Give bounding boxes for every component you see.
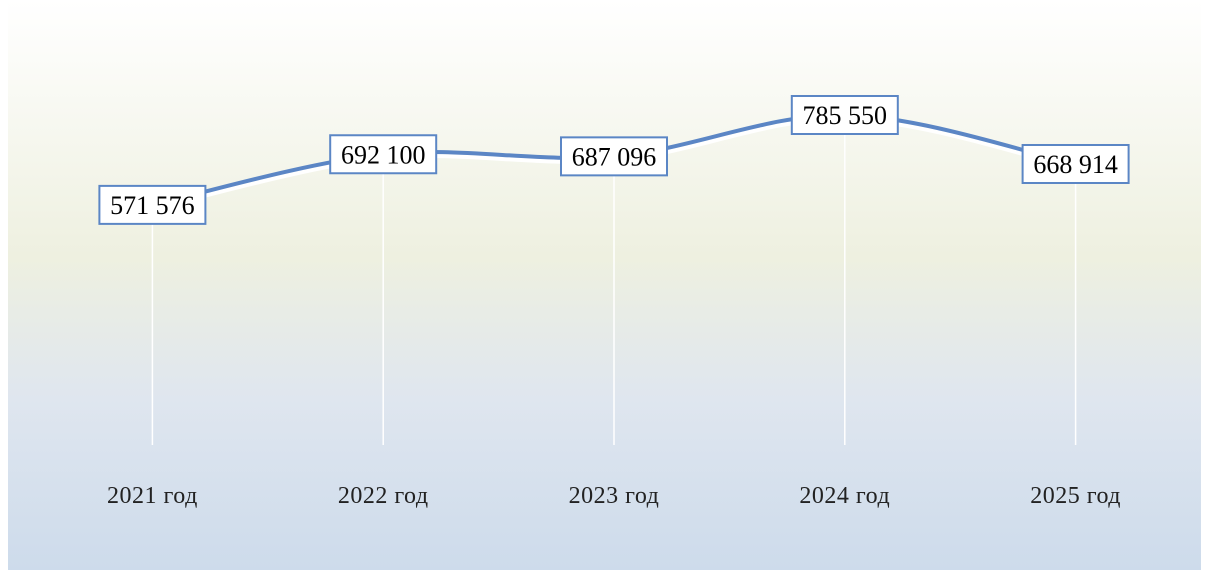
data-label-box (790, 95, 899, 135)
data-label-text: 785 550 (803, 101, 888, 130)
plot-background (8, 0, 1201, 570)
data-label-text: 687 096 (572, 142, 657, 171)
x-tick-label: 2023 год (569, 483, 660, 509)
data-label-text: 571 576 (110, 191, 195, 220)
data-label-box (98, 184, 207, 225)
data-label-text: 692 100 (341, 140, 426, 169)
data-label-box (560, 136, 668, 177)
data-label: 668 914 (1021, 143, 1130, 184)
data-label: 785 550 (790, 95, 899, 135)
data-label-text: 668 914 (1033, 150, 1118, 179)
data-label: 692 100 (329, 134, 438, 175)
data-label-box (329, 134, 438, 175)
data-label: 687 096 (560, 136, 668, 177)
data-label: 571 576 (98, 184, 207, 225)
x-tick-label: 2024 год (799, 483, 890, 509)
x-tick-label: 2025 год (1030, 483, 1121, 509)
data-label-box (1021, 143, 1130, 184)
x-tick-label: 2022 год (338, 483, 429, 509)
x-tick-label: 2021 год (107, 483, 198, 509)
